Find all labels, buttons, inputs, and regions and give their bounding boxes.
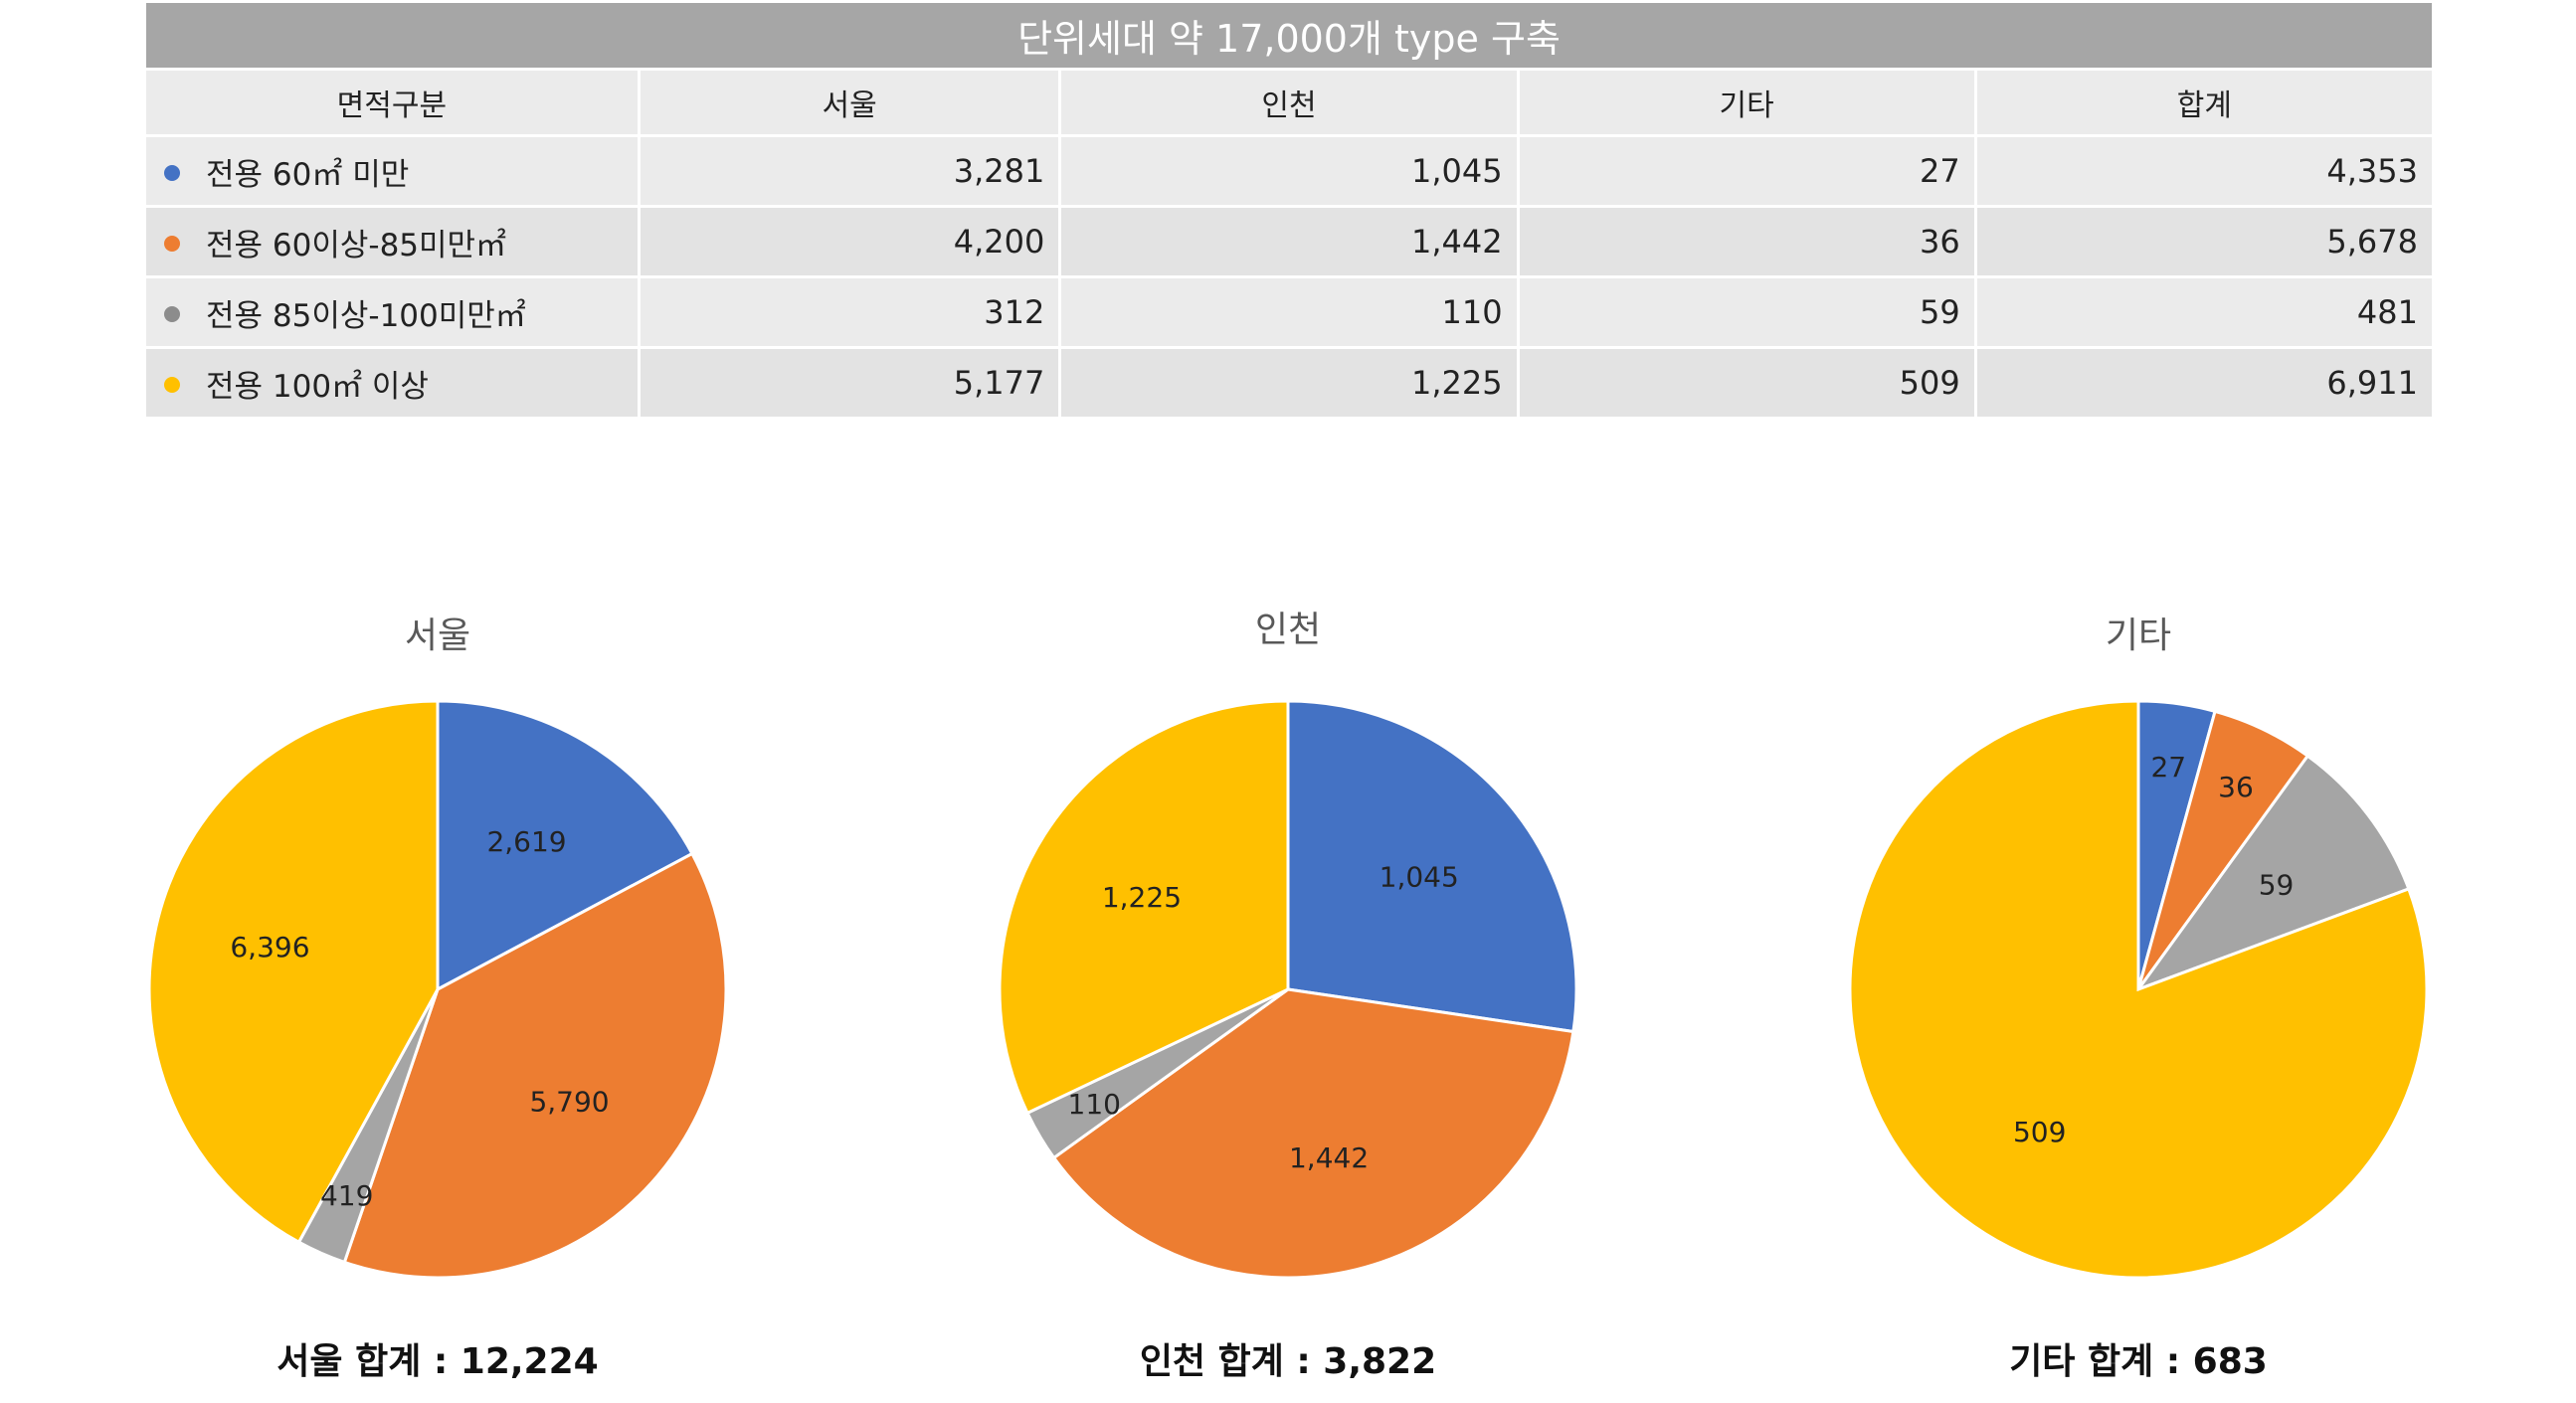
slice-label: 36 [2218, 771, 2254, 803]
series-dot [164, 306, 180, 322]
slice-label: 27 [2150, 751, 2186, 784]
slice-label: 110 [1068, 1088, 1121, 1121]
table-row: 전용 100㎡ 이상 5,177 1,225 509 6,911 [146, 349, 2432, 417]
pie-svg: 2,619 5,790 419 6,396 [147, 699, 728, 1280]
data-grid: 면적구분 서울 인천 기타 합계 전용 60㎡ 미만 3,281 1,045 2… [143, 68, 2435, 420]
pie-slice [1848, 699, 2429, 1280]
pie-svg: 27 36 59 509 [1848, 699, 2429, 1280]
series-dot [164, 165, 180, 181]
slice-label: 419 [320, 1179, 373, 1212]
cell-total: 481 [1976, 278, 2432, 346]
header-seoul: 서울 [640, 71, 1059, 134]
cell-other: 509 [1519, 349, 1974, 417]
header-total: 합계 [1976, 71, 2432, 134]
cell-incheon: 1,045 [1061, 137, 1517, 205]
chart-total: 서울 합계 : 12,224 [276, 1341, 599, 1382]
slice-label: 1,045 [1380, 860, 1459, 893]
row-label: 전용 60㎡ 미만 [206, 156, 410, 193]
slice-label: 2,619 [486, 825, 566, 858]
chart-title: 서울 [404, 615, 471, 656]
table-row: 전용 60이상-85미만㎡ 4,200 1,442 36 5,678 [146, 208, 2432, 275]
row-category: 전용 100㎡ 이상 [146, 349, 638, 417]
header-category: 면적구분 [146, 71, 638, 134]
row-category: 전용 85이상-100미만㎡ [146, 278, 638, 346]
summary-table: 단위세대 약 17,000개 type 구축 면적구분 서울 인천 기타 합계 … [146, 3, 2432, 420]
chart-title: 인천 [1254, 610, 1322, 650]
cell-total: 5,678 [1976, 208, 2432, 275]
pie-slice [436, 699, 694, 992]
series-dot [164, 377, 180, 393]
cell-other: 36 [1519, 208, 1974, 275]
slice-label: 1,442 [1289, 1141, 1369, 1174]
series-dot [164, 236, 180, 252]
table-title: 단위세대 약 17,000개 type 구축 [146, 3, 2432, 68]
pie-chart-seoul: 서울 2,619 5,790 419 6,396 서울 합계 : 12,224 [30, 607, 845, 1402]
header-other: 기타 [1519, 71, 1974, 134]
row-label: 전용 60이상-85미만㎡ [206, 227, 507, 263]
row-category: 전용 60㎡ 미만 [146, 137, 638, 205]
slice-label: 59 [2259, 869, 2295, 902]
row-label: 전용 85이상-100미만㎡ [206, 297, 526, 334]
pie-slice [342, 851, 728, 1280]
cell-incheon: 110 [1061, 278, 1517, 346]
cell-total: 4,353 [1976, 137, 2432, 205]
cell-seoul: 312 [640, 278, 1059, 346]
header-row: 면적구분 서울 인천 기타 합계 [146, 71, 2432, 134]
cell-other: 59 [1519, 278, 1974, 346]
chart-title: 기타 [2105, 615, 2172, 656]
pie-chart-other: 기타 27 36 59 509 기타 합계 : 683 [1731, 607, 2546, 1402]
slice-label: 1,225 [1102, 881, 1182, 914]
pie-chart-incheon: 인천 1,045 1,442 110 1,225 인천 합계 : 3,822 [880, 607, 1696, 1402]
cell-other: 27 [1519, 137, 1974, 205]
cell-seoul: 4,200 [640, 208, 1059, 275]
table-row: 전용 85이상-100미만㎡ 312 110 59 481 [146, 278, 2432, 346]
slice-label: 6,396 [230, 931, 309, 964]
pie-slice [147, 699, 440, 1245]
chart-total: 기타 합계 : 683 [2009, 1341, 2268, 1382]
cell-seoul: 3,281 [640, 137, 1059, 205]
pie-slice [998, 699, 1290, 1116]
cell-total: 6,911 [1976, 349, 2432, 417]
table-row: 전용 60㎡ 미만 3,281 1,045 27 4,353 [146, 137, 2432, 205]
row-label: 전용 100㎡ 이상 [206, 368, 429, 405]
cell-incheon: 1,442 [1061, 208, 1517, 275]
pie-slice [2133, 754, 2411, 993]
cell-incheon: 1,225 [1061, 349, 1517, 417]
chart-total: 인천 합계 : 3,822 [1139, 1341, 1437, 1382]
pie-slice [1286, 699, 1578, 1034]
slice-label: 5,790 [529, 1086, 609, 1119]
cell-seoul: 5,177 [640, 349, 1059, 417]
pie-slice [1051, 987, 1575, 1280]
pie-svg: 1,045 1,442 110 1,225 [998, 699, 1578, 1280]
row-category: 전용 60이상-85미만㎡ [146, 208, 638, 275]
header-incheon: 인천 [1061, 71, 1517, 134]
slice-label: 509 [2013, 1116, 2066, 1148]
